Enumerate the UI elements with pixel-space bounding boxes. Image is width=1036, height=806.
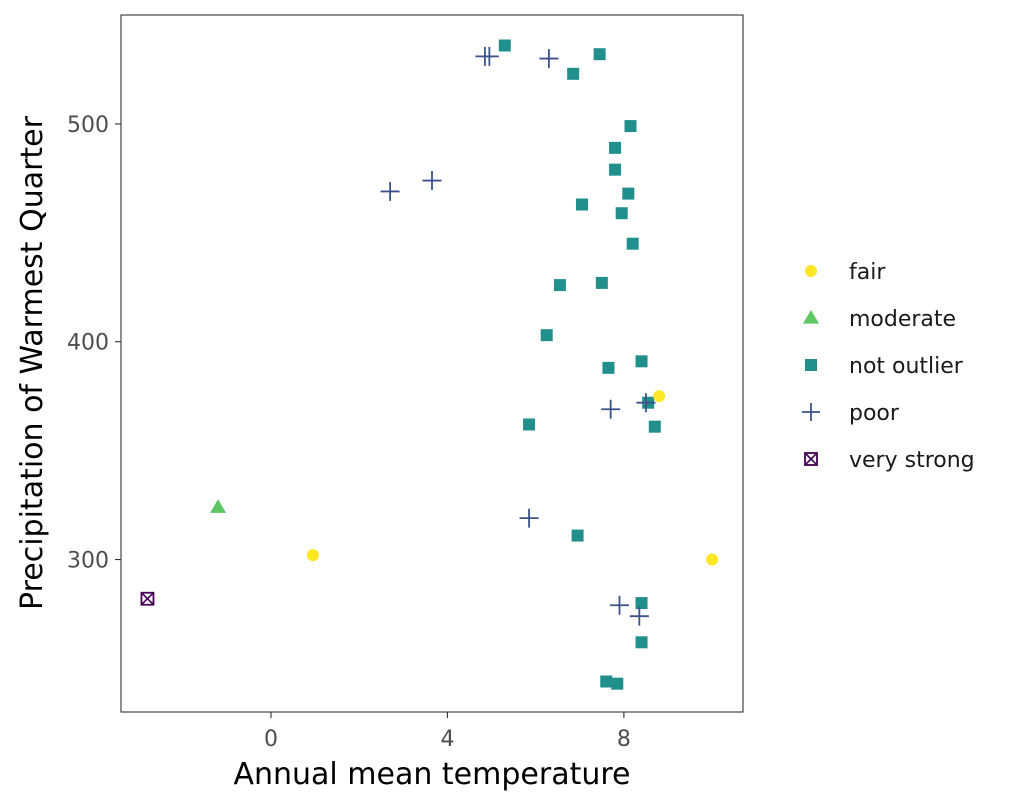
y-axis-title: Precipitation of Warmest Quarter (15, 115, 50, 610)
x-tick-label: 8 (617, 727, 631, 752)
y-tick-label: 400 (67, 331, 109, 356)
legend-item: poor (801, 401, 900, 426)
data-point-not-outlier (635, 355, 648, 368)
x-axis-title: Annual mean temperature (233, 757, 630, 792)
x-tick-label: 0 (264, 727, 278, 752)
data-point-not-outlier (575, 198, 588, 211)
data-point-not-outlier (609, 163, 622, 176)
data-point-poor (601, 399, 621, 419)
data-point-not-outlier (635, 636, 648, 649)
x-axis-ticks: 0 4 8 (264, 712, 631, 752)
legend-label: very strong (849, 448, 975, 473)
x-tick-label: 4 (440, 727, 454, 752)
data-point-poor (629, 606, 649, 626)
data-points (140, 39, 719, 690)
legend-key-poor (801, 402, 821, 422)
data-point-not-outlier (540, 329, 553, 342)
data-point-poor (636, 393, 656, 413)
legend-label: fair (849, 260, 886, 285)
legend-label: moderate (849, 307, 956, 332)
data-point-not-outlier (600, 675, 613, 688)
plot-panel (120, 14, 744, 713)
data-point-not-outlier (498, 39, 511, 52)
data-point-not-outlier (626, 237, 639, 250)
data-point-not-outlier (593, 48, 606, 61)
data-point-not-outlier (615, 207, 628, 220)
data-point-poor (609, 595, 629, 615)
data-point-poor (519, 508, 539, 528)
data-point-fair (653, 390, 666, 403)
y-tick-label: 300 (67, 549, 109, 574)
data-point-not-outlier (567, 67, 580, 80)
legend-key-fair (805, 265, 817, 277)
data-point-poor (422, 171, 442, 191)
legend-item: fair (805, 260, 886, 285)
data-point-not-outlier (523, 418, 536, 431)
legend-label: not outlier (849, 354, 964, 379)
data-point-poor (380, 181, 400, 201)
data-point-not-outlier (609, 141, 622, 154)
y-axis-ticks: 300 400 500 (67, 113, 121, 574)
legend: fair moderate not outlier poor very strong (801, 260, 975, 473)
data-point-not-outlier (622, 187, 635, 200)
legend-key-moderate (803, 310, 819, 324)
data-point-fair (306, 549, 319, 562)
data-point-not-outlier (635, 597, 648, 610)
data-point-not-outlier (611, 677, 624, 690)
data-point-fair (706, 553, 719, 566)
data-point-not-outlier (571, 529, 584, 542)
legend-item: very strong (804, 448, 975, 473)
legend-item: moderate (803, 307, 956, 332)
legend-key-very-strong (804, 452, 818, 466)
data-point-not-outlier (624, 120, 637, 133)
legend-label: poor (849, 401, 900, 426)
data-point-not-outlier (553, 279, 566, 292)
legend-item: not outlier (805, 354, 964, 379)
data-point-moderate (210, 499, 227, 513)
data-point-poor (539, 49, 559, 69)
y-tick-label: 500 (67, 113, 109, 138)
data-point-not-outlier (602, 361, 615, 374)
data-point-not-outlier (595, 276, 608, 289)
data-point-not-outlier (648, 420, 661, 433)
data-point-very-strong (140, 591, 155, 606)
data-point-poor (479, 46, 499, 66)
legend-key-not-outlier (805, 359, 817, 371)
